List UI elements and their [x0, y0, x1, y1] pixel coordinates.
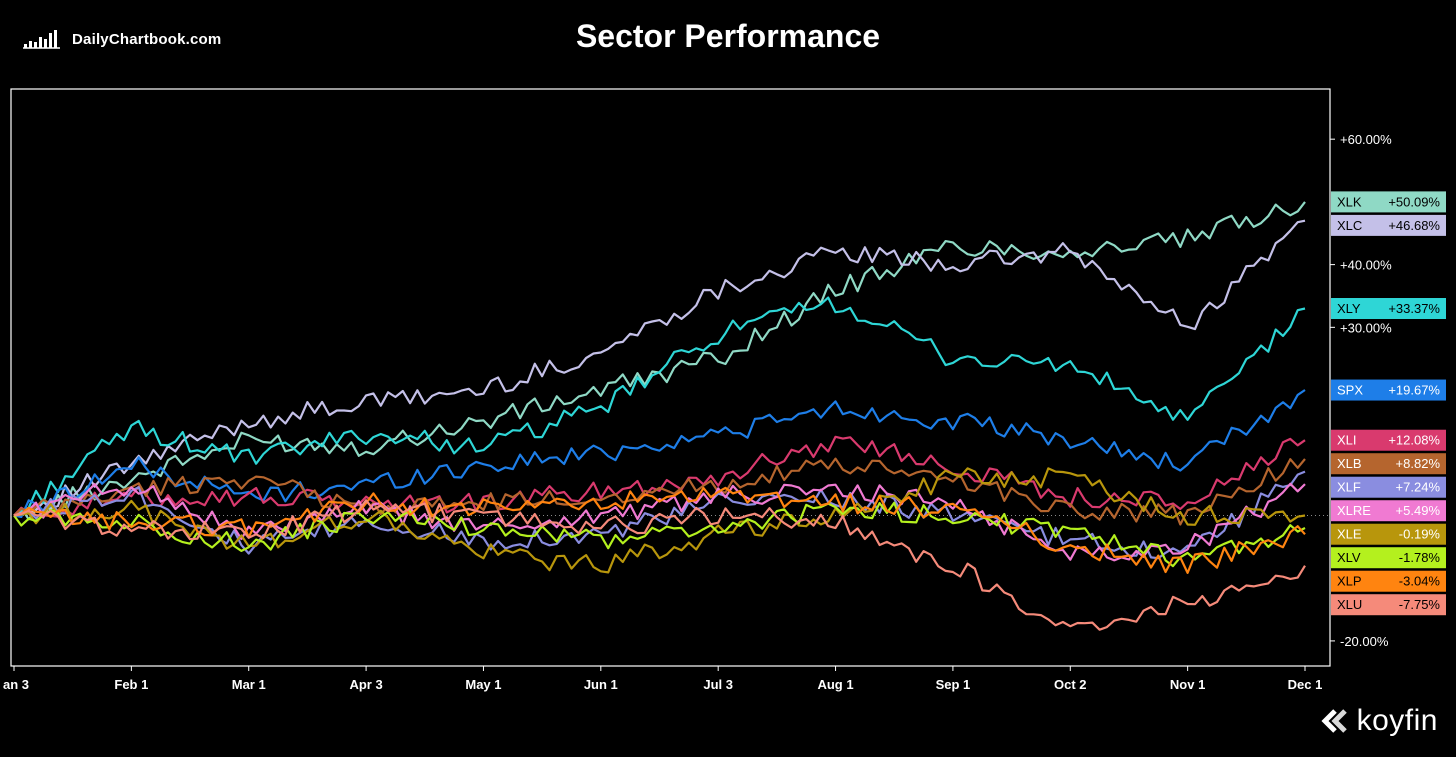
legend-name: XLU [1337, 597, 1362, 612]
legend-badge-xlv [1331, 547, 1446, 569]
legend-badge-xlf [1331, 476, 1446, 498]
y-tick-label: +40.00% [1340, 258, 1392, 273]
y-tick-label: -20.00% [1340, 634, 1389, 649]
x-tick-label: Jul 3 [703, 677, 733, 692]
brand: DailyChartbook.com [22, 28, 221, 50]
x-tick-label: Mar 1 [232, 677, 266, 692]
legend-value: -1.78% [1399, 550, 1441, 565]
series-line-xli [13, 435, 1306, 518]
x-tick-label: Oct 2 [1054, 677, 1087, 692]
legend-name: XLC [1337, 218, 1362, 233]
series-line-xlc [13, 219, 1306, 517]
legend-name: XLV [1337, 550, 1361, 565]
x-tick-label: Jun 1 [584, 677, 618, 692]
y-tick-label: +60.00% [1340, 132, 1392, 147]
x-tick-label: Aug 1 [817, 677, 853, 692]
legend-badge-xli [1331, 429, 1446, 451]
legend-value: +19.67% [1388, 383, 1440, 398]
legend-badge-xlp [1331, 570, 1446, 592]
legend-value: +8.82% [1396, 456, 1441, 471]
legend-value: +7.24% [1396, 480, 1441, 495]
series-line-xly [13, 296, 1306, 517]
series-line-xle [13, 467, 1306, 574]
legend-value: -7.75% [1399, 597, 1441, 612]
legend-name: SPX [1337, 383, 1363, 398]
legend-value: +12.08% [1388, 433, 1440, 448]
series-line-xlv [13, 501, 1306, 568]
legend-badge-xlu [1331, 594, 1446, 616]
series-line-xlk [13, 201, 1306, 521]
x-tick-label: Feb 1 [114, 677, 148, 692]
legend-name: XLI [1337, 433, 1357, 448]
legend-name: XLP [1337, 574, 1362, 589]
legend-value: +50.09% [1388, 194, 1440, 209]
legend-value: +5.49% [1396, 503, 1441, 518]
series-line-xlb [13, 457, 1306, 526]
logo-text: koyfin [1356, 704, 1438, 737]
chart-title: Sector Performance [575, 18, 881, 54]
legend-badge-xly [1331, 298, 1446, 320]
legend-badge-xlre [1331, 500, 1446, 522]
x-tick-label: an 3 [3, 677, 29, 692]
x-tick-label: Sep 1 [936, 677, 971, 692]
legend-name: XLY [1337, 301, 1361, 316]
legend-badge-xlk [1331, 191, 1446, 213]
legend-value: +46.68% [1388, 218, 1440, 233]
legend-name: XLF [1337, 480, 1361, 495]
legend-name: XLB [1337, 456, 1362, 471]
legend-badge-xle [1331, 523, 1446, 545]
legend-badge-spx [1331, 379, 1446, 401]
x-tick-label: Apr 3 [349, 677, 382, 692]
plot-frame [10, 88, 1331, 667]
x-tick-label: Dec 1 [1288, 677, 1323, 692]
series-line-xlu [13, 499, 1306, 631]
series-line-xlp [13, 486, 1306, 574]
legend-value: +33.37% [1388, 301, 1440, 316]
koyfin-logo: koyfin [1321, 704, 1438, 738]
legend-badge-xlb [1331, 453, 1446, 475]
legend-name: XLRE [1337, 503, 1371, 518]
koyfin-mark-icon [1321, 709, 1347, 733]
x-tick-label: Nov 1 [1170, 677, 1205, 692]
y-tick-label: +30.00% [1340, 320, 1392, 335]
legend-name: XLK [1337, 194, 1362, 209]
legend-value: -0.19% [1399, 527, 1441, 542]
legend-badge-xlc [1331, 214, 1446, 236]
bar-chart-logo-icon [23, 30, 60, 49]
brand-name: DailyChartbook.com [72, 30, 222, 48]
legend-name: XLE [1337, 527, 1362, 542]
legend-value: -3.04% [1399, 574, 1441, 589]
x-tick-label: May 1 [465, 677, 501, 692]
series-line-spx [13, 389, 1306, 518]
